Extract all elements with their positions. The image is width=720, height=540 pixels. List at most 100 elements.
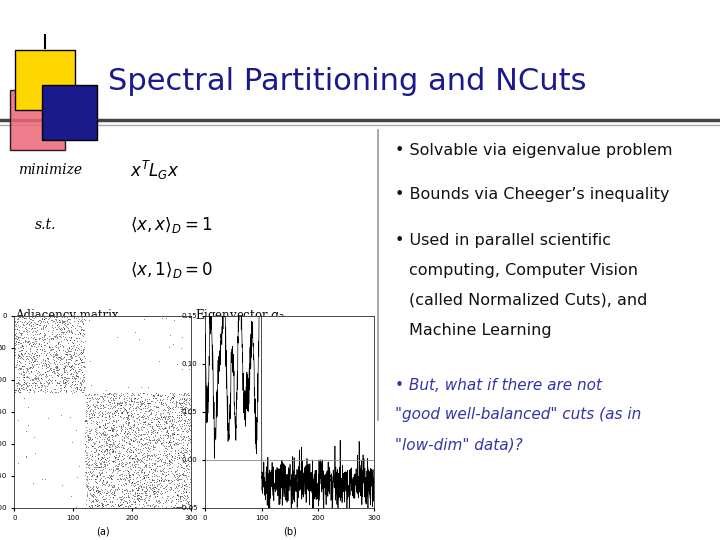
Point <box>50 369 61 377</box>
Point <box>24 345 36 353</box>
Point <box>138 472 149 481</box>
Point <box>101 460 112 468</box>
Point <box>94 400 106 409</box>
Point <box>171 503 183 512</box>
Point <box>135 434 147 443</box>
Point <box>143 453 155 462</box>
Point <box>98 461 109 470</box>
Point <box>94 422 106 430</box>
Point <box>182 500 194 508</box>
Point <box>166 415 178 424</box>
Point <box>112 440 124 449</box>
Point <box>155 422 166 430</box>
Point <box>136 451 148 460</box>
Point <box>37 315 48 323</box>
Point <box>144 411 156 420</box>
Point <box>176 469 188 478</box>
Point <box>148 429 159 438</box>
Point <box>17 361 29 370</box>
Point <box>38 330 50 339</box>
Point <box>155 457 166 465</box>
Point <box>86 435 98 443</box>
Point <box>45 349 56 358</box>
Point <box>27 312 38 321</box>
Point <box>146 471 158 480</box>
Point <box>41 349 53 357</box>
Point <box>115 390 127 399</box>
Point <box>11 329 22 338</box>
Point <box>99 463 110 472</box>
Point <box>113 458 125 467</box>
Point <box>114 495 125 503</box>
Point <box>98 442 109 451</box>
Point <box>48 326 59 334</box>
Point <box>184 423 195 432</box>
Point <box>73 350 84 359</box>
Point <box>130 403 141 412</box>
Point <box>130 444 142 453</box>
Point <box>166 447 177 455</box>
Point <box>161 450 173 458</box>
Point <box>35 317 47 326</box>
Point <box>15 364 27 373</box>
Point <box>155 455 166 464</box>
Point <box>81 480 92 488</box>
Point <box>15 349 27 357</box>
Point <box>175 404 186 413</box>
Point <box>119 429 130 437</box>
Point <box>96 430 107 439</box>
Point <box>174 470 185 479</box>
Point <box>135 435 147 443</box>
Point <box>63 328 74 337</box>
Point <box>110 426 122 435</box>
Point <box>94 423 105 431</box>
Point <box>22 352 33 361</box>
Point <box>122 491 134 500</box>
Point <box>138 463 150 472</box>
Point <box>108 423 120 431</box>
Point <box>51 334 63 342</box>
Point <box>166 429 178 437</box>
Point <box>173 398 184 407</box>
Point <box>14 352 26 360</box>
Point <box>172 475 184 484</box>
Point <box>117 408 128 417</box>
Point <box>128 458 140 467</box>
Point <box>138 453 149 461</box>
Point <box>86 469 97 477</box>
Point <box>161 444 173 453</box>
Point <box>171 483 182 491</box>
Point <box>93 457 104 466</box>
Point <box>59 363 71 372</box>
Point <box>31 320 42 329</box>
Point <box>177 469 189 477</box>
Point <box>78 361 89 370</box>
Point <box>26 324 37 333</box>
Point <box>32 367 44 376</box>
Point <box>52 333 63 342</box>
Point <box>146 476 158 484</box>
Point <box>58 374 70 383</box>
Point <box>175 343 186 352</box>
Point <box>92 403 104 412</box>
Point <box>117 450 129 458</box>
Point <box>77 345 89 353</box>
Point <box>32 369 43 377</box>
Point <box>157 470 168 478</box>
Point <box>109 401 120 409</box>
Point <box>184 478 196 487</box>
Point <box>104 435 115 443</box>
Point <box>76 357 87 366</box>
Point <box>68 381 79 389</box>
Point <box>131 457 143 466</box>
Point <box>173 450 184 459</box>
Point <box>84 475 95 483</box>
Point <box>83 414 94 422</box>
Point <box>184 467 195 476</box>
Point <box>12 325 23 334</box>
Point <box>76 388 87 396</box>
Point <box>128 461 140 469</box>
Point <box>185 437 197 446</box>
Point <box>174 417 186 426</box>
Point <box>57 318 68 326</box>
